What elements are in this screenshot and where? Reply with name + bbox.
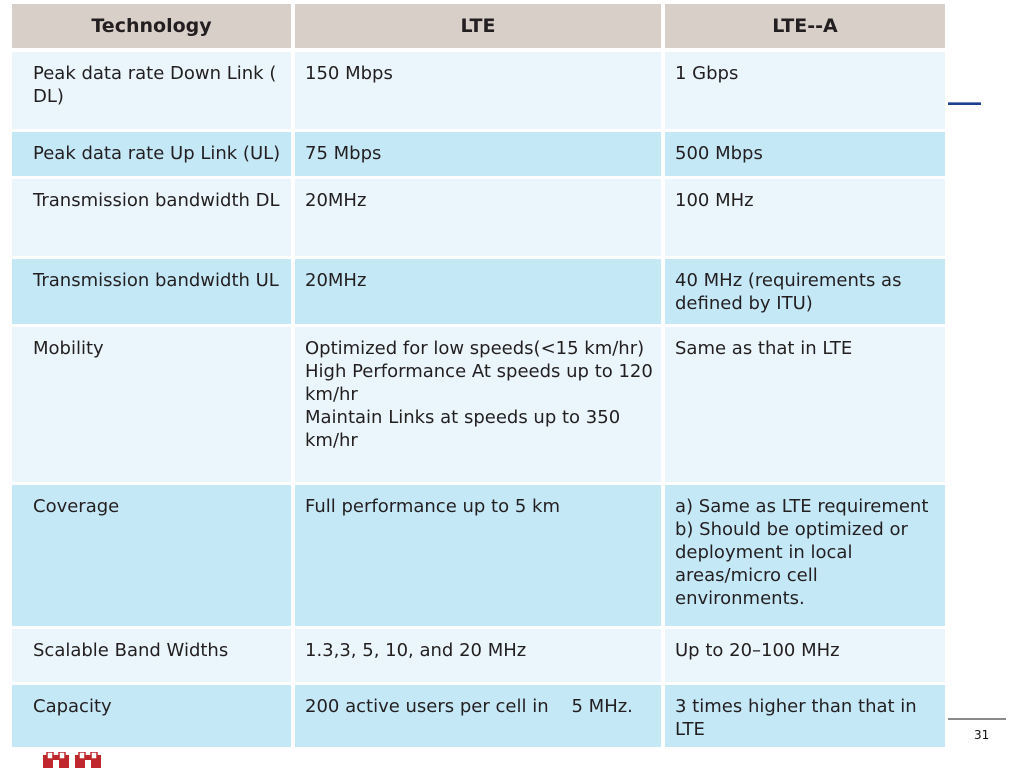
cell-lte-a: 500 Mbps <box>663 130 945 179</box>
cell-technology: Capacity <box>12 683 295 750</box>
cell-lte: 20MHz <box>293 257 665 327</box>
table-row: Mobility Optimized for low speeds(<15 km… <box>12 325 945 485</box>
cell-text: 1 Gbps <box>675 63 739 84</box>
table-header-row: Technology LTE LTE--A <box>12 4 945 52</box>
page-number: 31 <box>974 728 990 742</box>
table-row: Transmission bandwidth UL 20MHz 40 MHz (… <box>12 257 945 327</box>
cell-text: Maintain Links at speeds up to 350 km/hr <box>305 406 621 451</box>
cell-text: 200 active users per cell in 5 MHz. <box>305 695 633 717</box>
cell-lte-a: 1 Gbps <box>663 50 945 132</box>
cell-text: High Performance At speeds up to 120 km/… <box>305 360 653 405</box>
cell-text: Capacity <box>33 695 112 717</box>
cell-technology: Peak data rate Up Link (UL) <box>12 130 295 179</box>
table-row: Peak data rate Up Link (UL) 75 Mbps 500 … <box>12 130 945 179</box>
university-logo-icon <box>43 752 101 768</box>
cell-lte: 150 Mbps <box>293 50 665 132</box>
cell-text: Peak data rate Down Link ( DL) <box>33 63 277 107</box>
cell-text: Up to 20–100 MHz <box>675 639 840 661</box>
cell-text: 1.3,3, 5, 10, and 20 MHz <box>305 639 527 661</box>
header-lte: LTE <box>293 4 665 52</box>
cell-text: 3 times higher than that in LTE <box>675 695 917 740</box>
cell-technology: Mobility <box>12 325 295 485</box>
cell-lte: 1.3,3, 5, 10, and 20 MHz <box>293 627 665 685</box>
cell-technology: Coverage <box>12 483 295 629</box>
table-row: Peak data rate Down Link ( DL) 150 Mbps … <box>12 50 945 132</box>
table-row: Capacity 200 active users per cell in 5 … <box>12 683 945 750</box>
cell-text: a) Same as LTE requirement <box>675 495 929 517</box>
cell-text: b) Should be optimized or deployment in … <box>675 518 908 609</box>
table-row: Coverage Full performance up to 5 km a) … <box>12 483 945 629</box>
table-row: Transmission bandwidth DL 20MHz 100 MHz <box>12 177 945 259</box>
cell-technology: Scalable Band Widths <box>12 627 295 685</box>
table-row: Scalable Band Widths 1.3,3, 5, 10, and 2… <box>12 627 945 685</box>
cell-lte-a: Same as that in LTE <box>663 325 945 485</box>
cell-text: 20MHz <box>305 189 367 211</box>
cell-lte-a: 3 times higher than that in LTE <box>663 683 945 750</box>
cell-text: Scalable Band Widths <box>33 639 229 661</box>
cell-text: 75 Mbps <box>305 142 382 164</box>
cell-text: 40 MHz (requirements as defined by ITU) <box>675 269 902 314</box>
cell-lte-a: 100 MHz <box>663 177 945 259</box>
cell-text: Full performance up to 5 km <box>305 495 560 517</box>
title-divider <box>948 102 981 105</box>
cell-technology: Transmission bandwidth UL <box>12 257 295 327</box>
cell-lte-a: 40 MHz (requirements as defined by ITU) <box>663 257 945 327</box>
cell-lte-a: a) Same as LTE requirement b) Should be … <box>663 483 945 629</box>
cell-text: Optimized for low speeds(<15 km/hr) <box>305 337 645 359</box>
comparison-table: Technology LTE LTE--A Peak data rate Dow… <box>12 4 945 750</box>
cell-lte: Optimized for low speeds(<15 km/hr) High… <box>293 325 665 485</box>
cell-lte: 75 Mbps <box>293 130 665 179</box>
cell-text: Mobility <box>33 337 104 359</box>
cell-text: Transmission bandwidth DL <box>33 189 280 211</box>
cell-text: Transmission bandwidth UL <box>33 269 279 291</box>
cell-lte: 200 active users per cell in 5 MHz. <box>293 683 665 750</box>
cell-lte: Full performance up to 5 km <box>293 483 665 629</box>
cell-text: Peak data rate Up Link (UL) <box>33 142 281 164</box>
cell-lte-a: Up to 20–100 MHz <box>663 627 945 685</box>
footer-divider <box>948 718 1006 720</box>
header-lte-a: LTE--A <box>663 4 945 52</box>
cell-text: 100 MHz <box>675 189 754 211</box>
cell-text: 150 Mbps <box>305 63 393 84</box>
cell-technology: Peak data rate Down Link ( DL) <box>12 50 295 132</box>
cell-text: 20MHz <box>305 269 367 291</box>
cell-technology: Transmission bandwidth DL <box>12 177 295 259</box>
cell-lte: 20MHz <box>293 177 665 259</box>
cell-text: Coverage <box>33 495 120 517</box>
cell-text: 500 Mbps <box>675 142 763 164</box>
cell-text: Same as that in LTE <box>675 337 853 359</box>
header-technology: Technology <box>12 4 295 52</box>
